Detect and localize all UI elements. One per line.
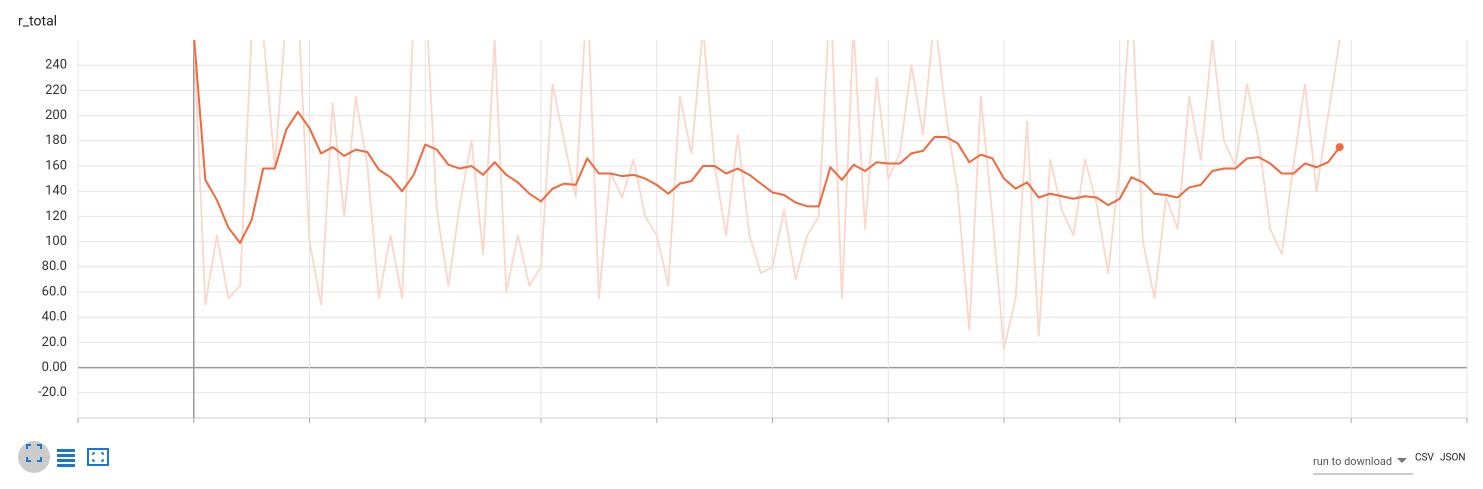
y-tick-label: 240 (45, 58, 67, 73)
fit-domain-button[interactable] (87, 448, 109, 466)
y-tick-label: 40.0 (42, 310, 67, 325)
dropdown-arrow (1397, 458, 1407, 463)
series-line (193, 40, 1341, 350)
series-line (193, 40, 1341, 244)
download-json[interactable]: JSON (1440, 453, 1465, 464)
log-scale-button[interactable] (57, 449, 75, 467)
fullscreen-icon (26, 444, 42, 462)
y-tick-label: 60.0 (42, 284, 67, 299)
y-tick-label: 220 (45, 83, 67, 98)
last-point (1335, 143, 1344, 152)
y-tick-label: 200 (45, 108, 67, 123)
fullscreen-button[interactable] (18, 441, 50, 473)
y-tick-label: 100 (45, 234, 67, 249)
y-tick-label: 20.0 (42, 335, 67, 350)
y-tick-label: 0.00 (42, 360, 67, 375)
download-select[interactable]: run to download (1313, 455, 1392, 468)
y-tick-label: 180 (45, 133, 67, 148)
y-tick-label: 160 (45, 158, 67, 173)
toolbar: run to download CSV JSON (18, 441, 1465, 475)
y-tick-label: -20.0 (38, 385, 67, 400)
download-csv[interactable]: CSV (1415, 453, 1434, 464)
y-tick-label: 80.0 (42, 259, 67, 274)
plot-area (193, 40, 1344, 350)
y-tick-label: 120 (45, 209, 67, 224)
y-tick-label: 140 (45, 184, 67, 199)
chart-title: r_total (18, 14, 57, 30)
